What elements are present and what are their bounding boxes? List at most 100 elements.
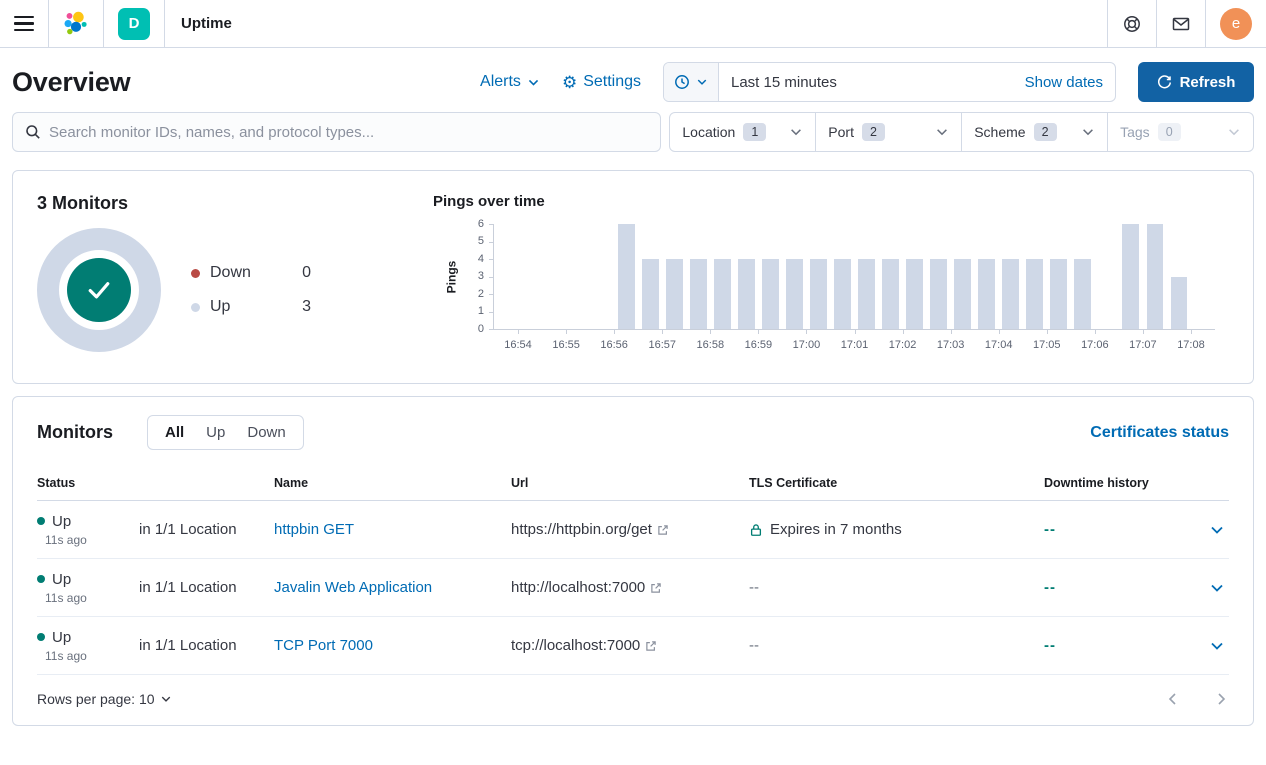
column-header-tls: TLS Certificate	[749, 468, 1044, 501]
tls-text: Expires in 7 months	[770, 521, 902, 538]
filter-count-badge: 1	[743, 123, 767, 141]
space-segment[interactable]: D	[104, 0, 165, 47]
tls-text: --	[749, 637, 759, 654]
filter-label: Tags	[1120, 124, 1150, 140]
menu-segment[interactable]	[0, 0, 49, 47]
monitor-name-link[interactable]: httpbin GET	[274, 521, 355, 538]
filter-count-badge: 2	[1033, 123, 1057, 141]
y-tick-label: 0	[477, 322, 484, 335]
refresh-icon	[1157, 74, 1171, 88]
status-filter-tabs: All Up Down	[147, 415, 304, 450]
chevron-down-icon	[791, 129, 802, 136]
pings-chart-section: Pings over time Pings 0 1 2 3 4 5 6 16:54 16:55 1…	[433, 171, 1253, 383]
column-header-downtime: Downtime history	[1044, 468, 1229, 501]
external-link-icon	[651, 582, 661, 593]
x-tick-label: 17:06	[1081, 339, 1109, 351]
newsfeed-segment[interactable]	[1156, 0, 1205, 47]
x-tick-label: 17:01	[840, 339, 869, 351]
table-row: Up 11s ago in 1/1 Location TCP Port 7000…	[37, 616, 1229, 675]
monitor-name-link[interactable]: Javalin Web Application	[274, 579, 433, 596]
pings-bar	[954, 259, 972, 329]
quick-select-button[interactable]	[664, 63, 719, 101]
chart-ylabel: Pings	[444, 260, 459, 294]
monitor-name-link[interactable]: TCP Port 7000	[274, 637, 373, 654]
x-tick-label: 17:03	[936, 339, 965, 351]
filter-group: Location 1 Port 2 Scheme 2 Tags 0	[669, 112, 1254, 152]
url-text: http://localhost:7000	[511, 579, 646, 596]
refresh-label: Refresh	[1179, 73, 1236, 91]
row-expand-button[interactable]	[1144, 638, 1229, 654]
refresh-button[interactable]: Refresh	[1138, 62, 1254, 102]
column-header-status: Status	[37, 468, 139, 501]
show-dates-button[interactable]: Show dates	[1024, 73, 1103, 91]
up-status-dot-icon	[37, 517, 45, 525]
rows-per-page-button[interactable]: Rows per page: 10	[37, 691, 172, 707]
space-badge[interactable]: D	[118, 7, 150, 40]
date-picker: Last 15 minutes Show dates	[663, 62, 1116, 102]
chevron-down-icon	[1211, 584, 1223, 592]
filter-count-badge: 0	[1157, 123, 1181, 141]
row-expand-button[interactable]	[1144, 522, 1229, 538]
x-tick-label: 17:07	[1129, 339, 1157, 351]
help-segment[interactable]	[1107, 0, 1156, 47]
table-row: Up 11s ago in 1/1 Location Javalin Web A…	[37, 558, 1229, 617]
column-header-name: Name	[274, 468, 511, 501]
previous-page-button[interactable]	[1165, 691, 1181, 707]
filter-scheme[interactable]: Scheme 2	[961, 113, 1107, 151]
x-tick-label: 16:59	[744, 339, 773, 351]
location-summary: in 1/1 Location	[139, 579, 237, 596]
column-header-url: Url	[511, 468, 749, 501]
monitors-title: Monitors	[37, 422, 113, 442]
x-tick-label: 16:56	[600, 339, 628, 351]
status-ago: 11s ago	[45, 532, 87, 547]
pings-bar	[882, 259, 899, 329]
settings-button[interactable]: ⚙ Settings	[562, 73, 641, 91]
monitors-panel: Monitors All Up Down Certificates status…	[12, 396, 1254, 726]
filter-label: Port	[828, 124, 854, 140]
pings-bar	[810, 259, 827, 329]
monitor-url-link[interactable]: https://httpbin.org/get	[511, 521, 749, 538]
legend-label: Down	[210, 264, 251, 281]
filter-port[interactable]: Port 2	[815, 113, 961, 151]
row-expand-button[interactable]	[1144, 580, 1229, 596]
hamburger-menu-icon[interactable]	[14, 15, 34, 32]
external-link-icon	[646, 640, 656, 651]
pings-bar	[761, 259, 779, 329]
chevron-down-icon	[697, 79, 707, 85]
chevron-down-icon	[161, 696, 170, 702]
legend-item-up[interactable]: Up 3	[191, 298, 311, 316]
user-avatar[interactable]: e	[1220, 7, 1252, 40]
pings-bar	[1074, 259, 1092, 329]
search-box	[12, 112, 662, 152]
rows-per-page-label: Rows per page: 10	[37, 691, 155, 707]
filter-tags[interactable]: Tags 0	[1107, 113, 1253, 151]
pings-bar	[737, 259, 755, 329]
y-tick-label: 6	[477, 217, 484, 230]
next-page-button[interactable]	[1213, 691, 1229, 707]
search-input[interactable]	[49, 123, 649, 141]
user-segment[interactable]: e	[1205, 0, 1266, 47]
tab-all[interactable]: All	[165, 424, 185, 441]
tab-down[interactable]: Down	[247, 424, 286, 441]
x-tick-label: 17:05	[1033, 339, 1061, 351]
alerts-label: Alerts	[480, 73, 521, 90]
status-label: Up	[52, 570, 72, 588]
alerts-dropdown[interactable]: Alerts	[480, 73, 540, 91]
x-tick-label: 17:02	[888, 339, 917, 351]
monitor-url-link[interactable]: http://localhost:7000	[511, 579, 749, 596]
elastic-logo-segment[interactable]	[49, 0, 104, 47]
settings-label: Settings	[583, 73, 641, 90]
certificates-status-link[interactable]: Certificates status	[1090, 423, 1229, 441]
tab-up[interactable]: Up	[206, 424, 226, 441]
url-text: https://httpbin.org/get	[511, 521, 652, 538]
pings-chart: Pings 0 1 2 3 4 5 6 16:54 16:55 16:56 16:57 16:58 16…	[444, 218, 1215, 351]
monitor-url-link[interactable]: tcp://localhost:7000	[511, 637, 749, 654]
filter-location[interactable]: Location 1	[670, 113, 815, 151]
pings-bar	[834, 259, 851, 329]
page-title: Overview	[12, 66, 131, 97]
legend-item-down[interactable]: Down 0	[191, 264, 311, 282]
help-icon[interactable]	[1122, 14, 1142, 34]
mail-icon[interactable]	[1171, 14, 1191, 34]
location-summary: in 1/1 Location	[139, 637, 237, 654]
time-range-value[interactable]: Last 15 minutes	[731, 73, 837, 91]
